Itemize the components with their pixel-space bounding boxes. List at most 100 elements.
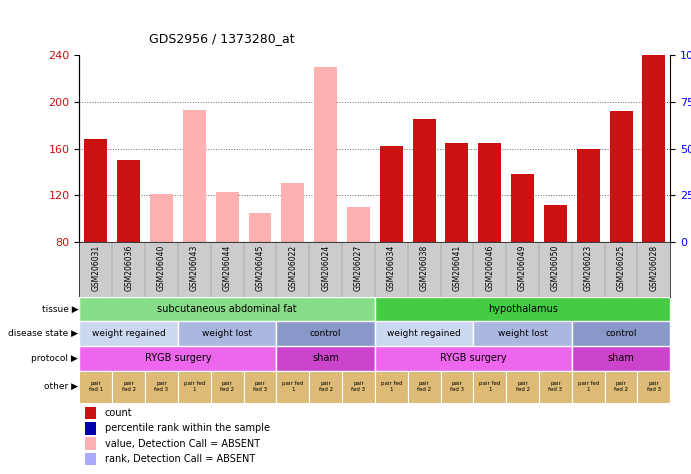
Text: subcutaneous abdominal fat: subcutaneous abdominal fat [158, 304, 297, 314]
Bar [375, 371, 408, 403]
Text: control: control [310, 329, 341, 338]
Bar [577, 149, 600, 242]
Bar [571, 346, 670, 371]
Bar [440, 371, 473, 403]
Bar [79, 346, 276, 371]
Bar [539, 371, 571, 403]
Text: GSM206049: GSM206049 [518, 245, 527, 292]
Text: protocol ▶: protocol ▶ [31, 354, 78, 363]
Bar [544, 205, 567, 242]
Text: pair
fed 3: pair fed 3 [155, 382, 169, 392]
Text: pair fed
1: pair fed 1 [381, 382, 402, 392]
Text: GSM206025: GSM206025 [616, 245, 625, 291]
Text: pair
fed 1: pair fed 1 [89, 382, 103, 392]
Bar [375, 321, 473, 346]
Text: GSM206038: GSM206038 [419, 245, 428, 291]
Bar [605, 371, 637, 403]
Bar [408, 371, 440, 403]
Text: GSM206046: GSM206046 [485, 245, 494, 292]
Bar [314, 67, 337, 242]
Bar [446, 143, 468, 242]
Bar [79, 321, 178, 346]
Bar [243, 371, 276, 403]
Text: other ▶: other ▶ [44, 383, 78, 391]
Text: pair
fed 2: pair fed 2 [220, 382, 234, 392]
Text: GSM206024: GSM206024 [321, 245, 330, 291]
Text: GSM206041: GSM206041 [453, 245, 462, 291]
Text: pair fed
1: pair fed 1 [282, 382, 303, 392]
Text: pair
fed 2: pair fed 2 [319, 382, 332, 392]
Bar [473, 321, 571, 346]
Bar [79, 297, 375, 321]
Text: pair
fed 3: pair fed 3 [450, 382, 464, 392]
Bar [571, 321, 670, 346]
Text: pair
fed 2: pair fed 2 [614, 382, 628, 392]
Bar [506, 371, 539, 403]
Text: GSM206028: GSM206028 [650, 245, 659, 291]
Bar [276, 371, 309, 403]
Text: pair
fed 3: pair fed 3 [549, 382, 562, 392]
Bar [211, 371, 243, 403]
Text: pair
fed 3: pair fed 3 [253, 382, 267, 392]
Text: GSM206022: GSM206022 [288, 245, 297, 291]
Text: sham: sham [312, 353, 339, 364]
Bar [643, 55, 665, 242]
Text: GSM206043: GSM206043 [190, 245, 199, 292]
Text: percentile rank within the sample: percentile rank within the sample [105, 423, 270, 433]
Bar [511, 174, 534, 242]
Bar [375, 297, 670, 321]
Bar [86, 437, 96, 450]
Text: weight lost: weight lost [202, 329, 252, 338]
Bar [276, 346, 375, 371]
Text: GSM206027: GSM206027 [354, 245, 363, 291]
Text: GSM206040: GSM206040 [157, 245, 166, 292]
Bar [413, 119, 435, 242]
Text: control: control [605, 329, 637, 338]
Text: GSM206044: GSM206044 [223, 245, 231, 292]
Text: pair fed
1: pair fed 1 [479, 382, 500, 392]
Text: rank, Detection Call = ABSENT: rank, Detection Call = ABSENT [105, 454, 255, 464]
Text: GSM206036: GSM206036 [124, 245, 133, 292]
Bar [183, 110, 206, 242]
Point [254, 6, 265, 14]
Text: GSM206034: GSM206034 [387, 245, 396, 292]
Text: pair fed
1: pair fed 1 [578, 382, 599, 392]
Text: tissue ▶: tissue ▶ [41, 305, 78, 313]
Bar [309, 371, 342, 403]
Text: sham: sham [607, 353, 634, 364]
Text: RYGB surgery: RYGB surgery [144, 353, 211, 364]
Text: weight regained: weight regained [92, 329, 166, 338]
Text: GSM206045: GSM206045 [256, 245, 265, 292]
Bar [150, 194, 173, 242]
Bar [281, 182, 304, 242]
Text: GSM206023: GSM206023 [584, 245, 593, 291]
Bar [84, 139, 107, 242]
Text: pair
fed 2: pair fed 2 [417, 382, 431, 392]
Text: value, Detection Call = ABSENT: value, Detection Call = ABSENT [105, 438, 260, 449]
Bar [178, 371, 211, 403]
Text: count: count [105, 408, 133, 418]
Text: GSM206050: GSM206050 [551, 245, 560, 292]
Text: weight lost: weight lost [498, 329, 547, 338]
Text: GDS2956 / 1373280_at: GDS2956 / 1373280_at [149, 33, 294, 46]
Text: RYGB surgery: RYGB surgery [440, 353, 507, 364]
Bar [86, 407, 96, 419]
Bar [276, 321, 375, 346]
Text: pair fed
1: pair fed 1 [184, 382, 205, 392]
Text: hypothalamus: hypothalamus [488, 304, 558, 314]
Bar [112, 371, 145, 403]
Text: disease state ▶: disease state ▶ [8, 329, 78, 338]
Bar [86, 422, 96, 435]
Bar [178, 321, 276, 346]
Bar [478, 143, 501, 242]
Bar [117, 160, 140, 242]
Bar [609, 111, 632, 242]
Text: pair
fed 3: pair fed 3 [352, 382, 366, 392]
Bar [216, 192, 238, 242]
Bar [342, 371, 375, 403]
Bar [86, 453, 96, 465]
Text: GSM206031: GSM206031 [91, 245, 100, 291]
Bar [571, 371, 605, 403]
Bar [637, 371, 670, 403]
Text: weight regained: weight regained [387, 329, 461, 338]
